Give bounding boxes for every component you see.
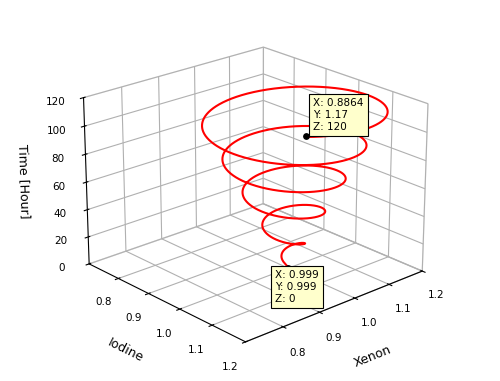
X-axis label: Xenon: Xenon [352, 343, 393, 370]
Y-axis label: Iodine: Iodine [105, 336, 146, 365]
